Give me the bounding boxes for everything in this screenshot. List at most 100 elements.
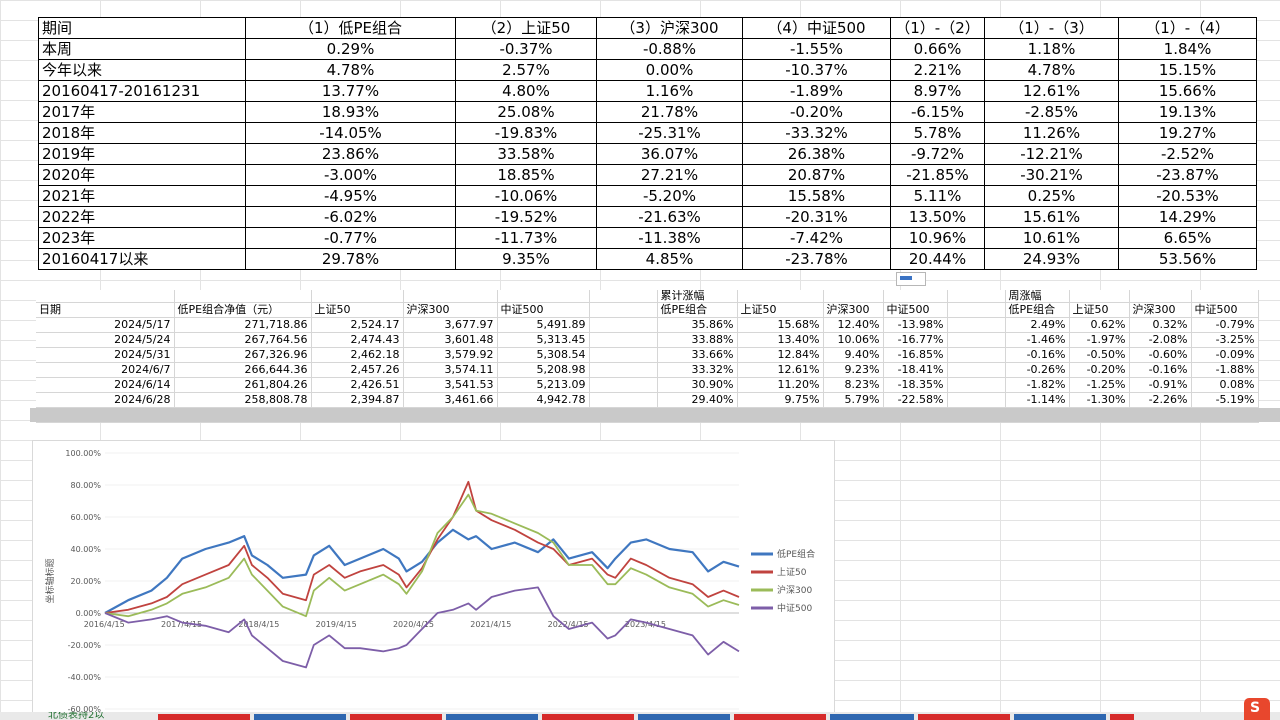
detail-value-cell[interactable]: -0.50% — [1069, 347, 1130, 363]
detail-group-cell[interactable] — [1191, 290, 1259, 303]
detail-header-cell[interactable]: 低PE组合 — [657, 302, 738, 318]
detail-value-cell[interactable]: 271,718.86 — [174, 317, 312, 333]
summary-value-cell[interactable]: -10.06% — [455, 185, 597, 207]
summary-value-cell[interactable]: -19.52% — [455, 206, 597, 228]
summary-value-cell[interactable]: 24.93% — [984, 248, 1119, 270]
detail-value-cell[interactable]: 13.40% — [737, 332, 824, 348]
detail-value-cell[interactable]: 3,461.66 — [403, 392, 498, 408]
summary-value-cell[interactable]: 1.84% — [1118, 38, 1257, 60]
summary-value-cell[interactable]: 4.78% — [984, 59, 1119, 81]
summary-value-cell[interactable]: 53.56% — [1118, 248, 1257, 270]
detail-value-cell[interactable]: 33.66% — [657, 347, 738, 363]
detail-group-cell[interactable] — [311, 290, 404, 303]
summary-value-cell[interactable]: -12.21% — [984, 143, 1119, 165]
detail-value-cell[interactable]: -18.35% — [883, 377, 948, 393]
summary-value-cell[interactable]: 27.21% — [596, 164, 743, 186]
detail-value-cell[interactable]: 4,942.78 — [497, 392, 590, 408]
summary-value-cell[interactable]: 18.85% — [455, 164, 597, 186]
sheet-tab[interactable] — [830, 714, 914, 720]
summary-value-cell[interactable]: 13.77% — [245, 80, 456, 102]
detail-value-cell[interactable]: 2,462.18 — [311, 347, 404, 363]
detail-value-cell[interactable]: -13.98% — [883, 317, 948, 333]
detail-date-cell[interactable]: 2024/6/28 — [36, 392, 175, 408]
sheet-tab[interactable] — [1014, 714, 1106, 720]
detail-value-cell[interactable] — [589, 362, 658, 378]
summary-value-cell[interactable]: 23.86% — [245, 143, 456, 165]
summary-value-cell[interactable]: -21.63% — [596, 206, 743, 228]
summary-value-cell[interactable]: 12.61% — [984, 80, 1119, 102]
summary-value-cell[interactable]: 26.38% — [742, 143, 891, 165]
summary-value-cell[interactable]: 0.66% — [890, 38, 985, 60]
summary-period-cell[interactable]: 2021年 — [38, 185, 246, 207]
summary-value-cell[interactable]: 11.26% — [984, 122, 1119, 144]
summary-value-cell[interactable]: -10.37% — [742, 59, 891, 81]
detail-group-cell[interactable] — [1129, 290, 1192, 303]
summary-period-cell[interactable]: 本周 — [38, 38, 246, 60]
summary-value-cell[interactable]: 19.27% — [1118, 122, 1257, 144]
detail-value-cell[interactable]: 33.88% — [657, 332, 738, 348]
detail-group-cell[interactable] — [1069, 290, 1130, 303]
detail-date-cell[interactable]: 2024/5/24 — [36, 332, 175, 348]
detail-group-cell[interactable] — [823, 290, 884, 303]
detail-value-cell[interactable]: 3,601.48 — [403, 332, 498, 348]
detail-value-cell[interactable]: -1.88% — [1191, 362, 1259, 378]
sheet-tab[interactable] — [446, 714, 538, 720]
detail-value-cell[interactable] — [589, 332, 658, 348]
detail-value-cell[interactable] — [589, 317, 658, 333]
summary-value-cell[interactable]: 0.00% — [596, 59, 743, 81]
detail-group-cell[interactable] — [589, 290, 658, 303]
summary-period-cell[interactable]: 2022年 — [38, 206, 246, 228]
summary-value-cell[interactable]: 29.78% — [245, 248, 456, 270]
summary-value-cell[interactable]: -0.37% — [455, 38, 597, 60]
detail-header-cell[interactable]: 上证50 — [737, 302, 824, 318]
detail-value-cell[interactable]: 267,764.56 — [174, 332, 312, 348]
detail-value-cell[interactable] — [947, 377, 1006, 393]
detail-value-cell[interactable] — [589, 392, 658, 408]
summary-value-cell[interactable]: -1.55% — [742, 38, 891, 60]
detail-header-cell[interactable]: 上证50 — [1069, 302, 1130, 318]
summary-header-cell[interactable]: （1）-（3） — [984, 17, 1119, 39]
detail-value-cell[interactable]: 9.40% — [823, 347, 884, 363]
detail-value-cell[interactable]: 0.62% — [1069, 317, 1130, 333]
summary-value-cell[interactable]: 20.87% — [742, 164, 891, 186]
detail-value-cell[interactable]: -22.58% — [883, 392, 948, 408]
summary-value-cell[interactable]: -30.21% — [984, 164, 1119, 186]
summary-value-cell[interactable]: 15.61% — [984, 206, 1119, 228]
detail-value-cell[interactable]: 12.61% — [737, 362, 824, 378]
summary-header-cell[interactable]: 期间 — [38, 17, 246, 39]
summary-value-cell[interactable]: -14.05% — [245, 122, 456, 144]
sheet-tab[interactable] — [1110, 714, 1134, 720]
detail-value-cell[interactable]: -2.08% — [1129, 332, 1192, 348]
summary-period-cell[interactable]: 2019年 — [38, 143, 246, 165]
summary-header-cell[interactable]: （3）沪深300 — [596, 17, 743, 39]
summary-period-cell[interactable]: 今年以来 — [38, 59, 246, 81]
detail-value-cell[interactable]: -1.82% — [1005, 377, 1070, 393]
detail-header-cell[interactable]: 中证500 — [1191, 302, 1259, 318]
summary-value-cell[interactable]: 0.29% — [245, 38, 456, 60]
summary-value-cell[interactable]: -6.02% — [245, 206, 456, 228]
summary-value-cell[interactable]: 21.78% — [596, 101, 743, 123]
detail-value-cell[interactable]: 5,213.09 — [497, 377, 590, 393]
detail-value-cell[interactable]: -1.30% — [1069, 392, 1130, 408]
sheet-tab[interactable] — [350, 714, 442, 720]
detail-value-cell[interactable]: -1.14% — [1005, 392, 1070, 408]
detail-value-cell[interactable]: 3,579.92 — [403, 347, 498, 363]
summary-value-cell[interactable]: 8.97% — [890, 80, 985, 102]
detail-value-cell[interactable]: 29.40% — [657, 392, 738, 408]
detail-header-cell[interactable]: 上证50 — [311, 302, 404, 318]
detail-group-cell[interactable] — [947, 290, 1006, 303]
summary-value-cell[interactable]: 13.50% — [890, 206, 985, 228]
detail-value-cell[interactable]: -1.25% — [1069, 377, 1130, 393]
summary-value-cell[interactable]: 6.65% — [1118, 227, 1257, 249]
summary-value-cell[interactable]: -2.52% — [1118, 143, 1257, 165]
detail-value-cell[interactable]: 15.68% — [737, 317, 824, 333]
detail-group-cell[interactable]: 累计涨幅 — [657, 290, 738, 303]
detail-header-cell[interactable]: 沪深300 — [403, 302, 498, 318]
detail-date-cell[interactable]: 2024/5/17 — [36, 317, 175, 333]
detail-value-cell[interactable]: -16.77% — [883, 332, 948, 348]
summary-value-cell[interactable]: -2.85% — [984, 101, 1119, 123]
detail-value-cell[interactable]: -0.26% — [1005, 362, 1070, 378]
detail-value-cell[interactable]: 35.86% — [657, 317, 738, 333]
summary-value-cell[interactable]: -33.32% — [742, 122, 891, 144]
summary-value-cell[interactable]: -21.85% — [890, 164, 985, 186]
